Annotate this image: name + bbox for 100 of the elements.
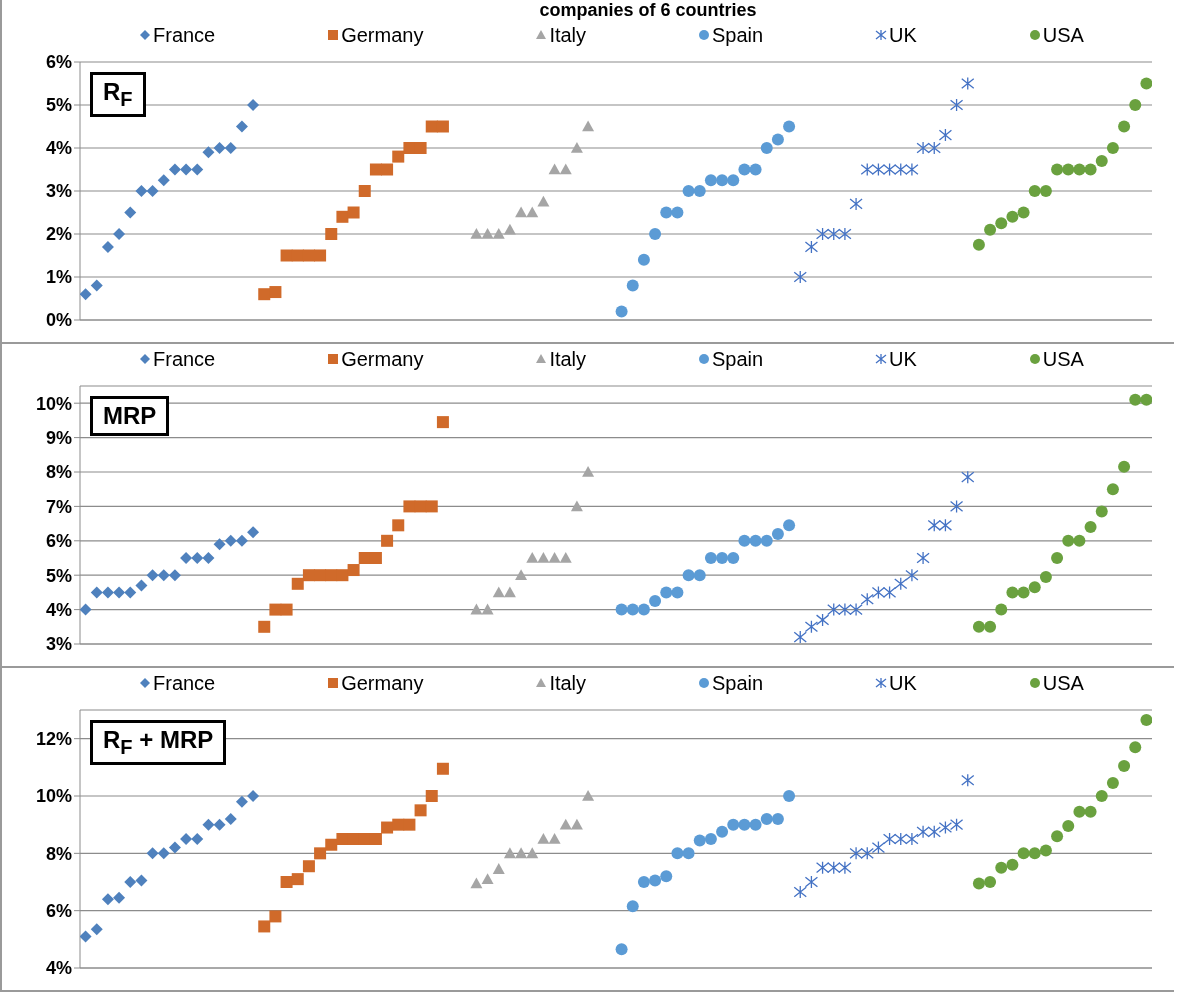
point: [927, 141, 941, 155]
point: [582, 120, 595, 132]
point: [570, 818, 583, 830]
point: [503, 847, 516, 859]
point: [760, 534, 773, 547]
point: [1118, 120, 1131, 133]
point: [526, 847, 539, 859]
point: [157, 847, 170, 860]
point: [827, 227, 841, 241]
point: [1084, 805, 1097, 818]
legend-label: UK: [889, 671, 917, 695]
point: [247, 99, 260, 111]
point: [716, 825, 729, 838]
point: [693, 185, 706, 197]
legend-label: UK: [889, 23, 917, 47]
point: [984, 620, 997, 633]
point: [358, 552, 371, 564]
point: [804, 240, 819, 254]
point: [716, 174, 729, 187]
point: [894, 162, 908, 177]
point: [113, 228, 126, 240]
point: [815, 613, 830, 627]
point: [559, 552, 572, 563]
point: [570, 142, 583, 153]
legend-label: France: [153, 23, 216, 47]
point: [314, 847, 327, 860]
point: [1106, 483, 1119, 496]
legend-label: Germany: [341, 23, 424, 47]
point: [503, 223, 516, 235]
point: [503, 586, 516, 598]
point: [135, 185, 148, 197]
point: [247, 526, 260, 539]
point: [615, 305, 628, 318]
point: [1118, 759, 1131, 772]
point: [124, 876, 137, 888]
point: [436, 762, 449, 775]
legend-label: Germany: [341, 347, 424, 371]
point: [180, 163, 193, 176]
point: [436, 416, 449, 429]
point: [660, 206, 673, 219]
point: [815, 227, 830, 241]
y-tick-label: 3%: [45, 181, 72, 202]
point: [938, 518, 953, 532]
point: [381, 821, 394, 834]
point: [124, 206, 137, 219]
point: [860, 162, 874, 177]
point: [113, 586, 126, 599]
point: [202, 552, 215, 564]
y-tick-label: 6%: [45, 901, 72, 922]
point: [191, 552, 204, 564]
point: [626, 279, 639, 292]
point: [470, 603, 483, 615]
point: [905, 832, 919, 846]
y-tick-label: 10%: [35, 786, 72, 807]
point: [157, 569, 170, 582]
point: [235, 534, 248, 547]
point: [336, 569, 349, 582]
point: [682, 847, 695, 860]
point: [135, 874, 148, 887]
point: [793, 885, 807, 899]
point: [314, 249, 327, 262]
point: [827, 602, 841, 617]
point: [336, 210, 349, 223]
point: [1039, 185, 1052, 197]
point: [894, 577, 908, 591]
point: [626, 603, 639, 616]
point: [235, 795, 248, 808]
point: [302, 860, 315, 873]
point: [995, 603, 1008, 616]
point: [90, 586, 103, 599]
point: [537, 833, 550, 844]
point: [838, 227, 852, 241]
legend-label: Spain: [712, 23, 764, 47]
point: [637, 253, 650, 266]
point: [949, 98, 964, 112]
point: [291, 577, 304, 590]
point: [213, 142, 226, 154]
point: [1129, 393, 1142, 406]
point: [793, 270, 807, 284]
point: [191, 833, 204, 845]
point: [269, 603, 282, 616]
point: [548, 163, 561, 175]
point: [280, 603, 293, 616]
point: [1017, 586, 1030, 599]
point: [269, 286, 282, 299]
y-tick-label: 4%: [45, 599, 72, 620]
legend-label: Italy: [549, 671, 587, 695]
point: [771, 527, 784, 540]
point: [882, 162, 897, 177]
point: [671, 847, 684, 860]
point: [347, 206, 360, 219]
point: [537, 195, 550, 207]
point: [1129, 99, 1142, 111]
point: [827, 861, 841, 875]
point: [660, 586, 673, 599]
point: [157, 174, 170, 187]
point: [615, 603, 628, 616]
point: [704, 174, 717, 187]
point: [671, 586, 684, 599]
point: [492, 586, 505, 598]
